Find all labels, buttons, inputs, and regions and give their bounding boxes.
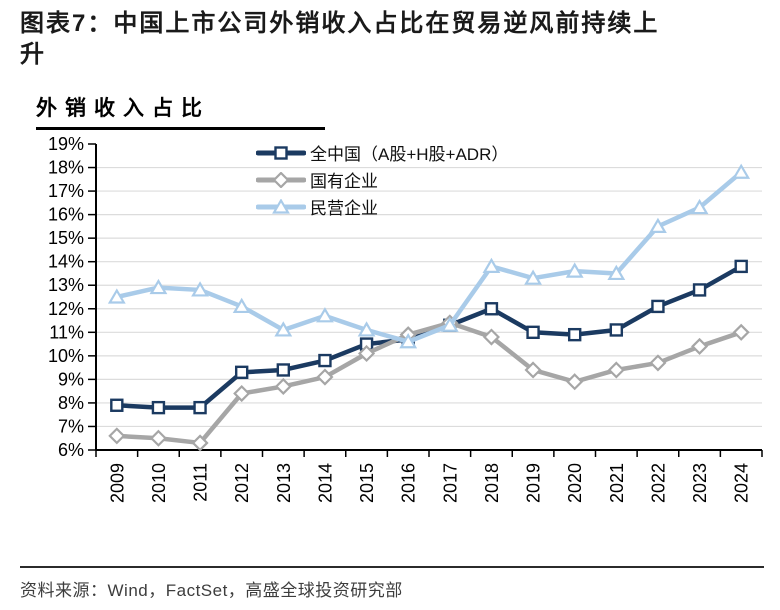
diamond-marker <box>524 361 542 379</box>
y-tick-label: 18% <box>48 158 84 178</box>
triangle-marker <box>732 163 751 179</box>
triangle-marker <box>149 278 168 295</box>
diamond-marker <box>566 373 584 391</box>
x-tick-label: 2023 <box>690 463 710 503</box>
figure-title: 图表7：中国上市公司外销收入占比在贸易逆风前持续上升 <box>20 10 660 68</box>
x-tick-label: 2014 <box>315 463 335 503</box>
series-line <box>114 169 744 344</box>
source-divider <box>20 566 764 568</box>
y-tick-label: 10% <box>48 346 84 366</box>
y-tick-label: 6% <box>58 440 84 460</box>
diamond-marker <box>149 429 167 447</box>
square-marker <box>692 283 707 297</box>
diamond-marker <box>482 328 500 346</box>
y-tick-label: 17% <box>48 181 84 201</box>
triangle-marker <box>274 321 293 337</box>
x-tick-label: 2019 <box>524 463 544 503</box>
triangle-marker <box>565 262 584 278</box>
y-tick-label: 19% <box>48 134 84 154</box>
x-tick-label: 2010 <box>149 463 169 503</box>
x-tick-label: 2020 <box>565 463 585 503</box>
x-tick-label: 2015 <box>357 463 377 503</box>
square-marker <box>274 145 288 160</box>
diamond-marker <box>732 323 750 341</box>
series-line <box>114 320 744 446</box>
series <box>108 314 750 452</box>
diamond-marker <box>233 384 251 403</box>
legend-line-sample <box>256 198 306 214</box>
diamond-marker <box>607 361 625 379</box>
legend-label: 民营企业 <box>310 199 378 218</box>
x-tick-label: 2018 <box>482 463 502 503</box>
triangle-marker <box>107 288 126 304</box>
triangle-marker <box>607 264 626 281</box>
diamond-marker <box>191 434 209 452</box>
x-tick-label: 2016 <box>399 463 419 503</box>
square-marker <box>318 353 332 368</box>
x-tick-label: 2009 <box>107 463 127 503</box>
legend-label: 国有企业 <box>310 172 378 191</box>
triangle-marker <box>357 321 376 337</box>
triangle-marker <box>524 269 542 285</box>
y-tick-label: 9% <box>58 369 84 389</box>
square-marker <box>609 323 624 337</box>
diamond-marker <box>108 427 126 445</box>
series-line <box>114 264 744 410</box>
triangle-marker <box>191 281 209 297</box>
square-marker <box>526 325 540 340</box>
diamond-marker <box>649 354 667 372</box>
diamond-marker <box>358 344 376 363</box>
y-tick-label: 11% <box>49 322 84 342</box>
y-tick-label: 14% <box>48 252 84 272</box>
x-tick-label: 2011 <box>191 463 211 502</box>
y-tick-label: 8% <box>58 393 84 413</box>
square-marker <box>651 299 665 314</box>
y-tick-label: 12% <box>48 299 84 319</box>
triangle-marker <box>440 316 459 332</box>
square-marker <box>484 302 499 316</box>
y-tick-label: 13% <box>48 275 84 295</box>
triangle-marker <box>399 333 418 349</box>
legend-line-sample <box>256 171 306 188</box>
square-marker <box>567 327 582 342</box>
square-marker <box>151 400 166 415</box>
chart-legend: 全中国（A股+H股+ADR） 国有企业 民营企业 <box>256 139 508 220</box>
x-tick-label: 2022 <box>648 463 668 503</box>
triangle-marker <box>316 307 334 323</box>
y-tick-label: 15% <box>48 228 84 248</box>
triangle-marker <box>482 257 501 273</box>
series <box>110 259 748 415</box>
chart-axis-title: 外销收入占比 <box>36 92 325 130</box>
square-marker <box>234 365 249 380</box>
square-marker <box>110 398 124 412</box>
y-tick-label: 16% <box>48 205 84 225</box>
x-tick-label: 2021 <box>607 463 627 503</box>
diamond-marker <box>272 171 290 188</box>
y-tick-label: 7% <box>58 416 84 436</box>
square-marker <box>276 363 291 377</box>
source-note: 资料来源：Wind，FactSet，高盛全球投资研究部 <box>20 581 403 600</box>
legend-item: 民营企业 <box>256 193 508 220</box>
triangle-marker <box>649 217 667 233</box>
legend-item: 全中国（A股+H股+ADR） <box>256 139 508 166</box>
square-marker <box>193 400 207 415</box>
triangle-marker <box>272 198 290 214</box>
x-tick-label: 2017 <box>440 463 460 503</box>
x-tick-label: 2012 <box>232 463 252 503</box>
x-tick-label: 2024 <box>732 463 752 503</box>
triangle-marker <box>690 198 709 215</box>
square-marker <box>734 259 748 274</box>
legend-line-sample <box>256 145 306 160</box>
legend-label: 全中国（A股+H股+ADR） <box>310 145 509 164</box>
series <box>107 163 751 349</box>
triangle-marker <box>232 297 251 314</box>
diamond-marker <box>274 377 292 396</box>
legend-item: 国有企业 <box>256 166 508 193</box>
diamond-marker <box>691 337 709 355</box>
x-tick-label: 2013 <box>274 463 294 503</box>
diamond-marker <box>316 368 334 386</box>
